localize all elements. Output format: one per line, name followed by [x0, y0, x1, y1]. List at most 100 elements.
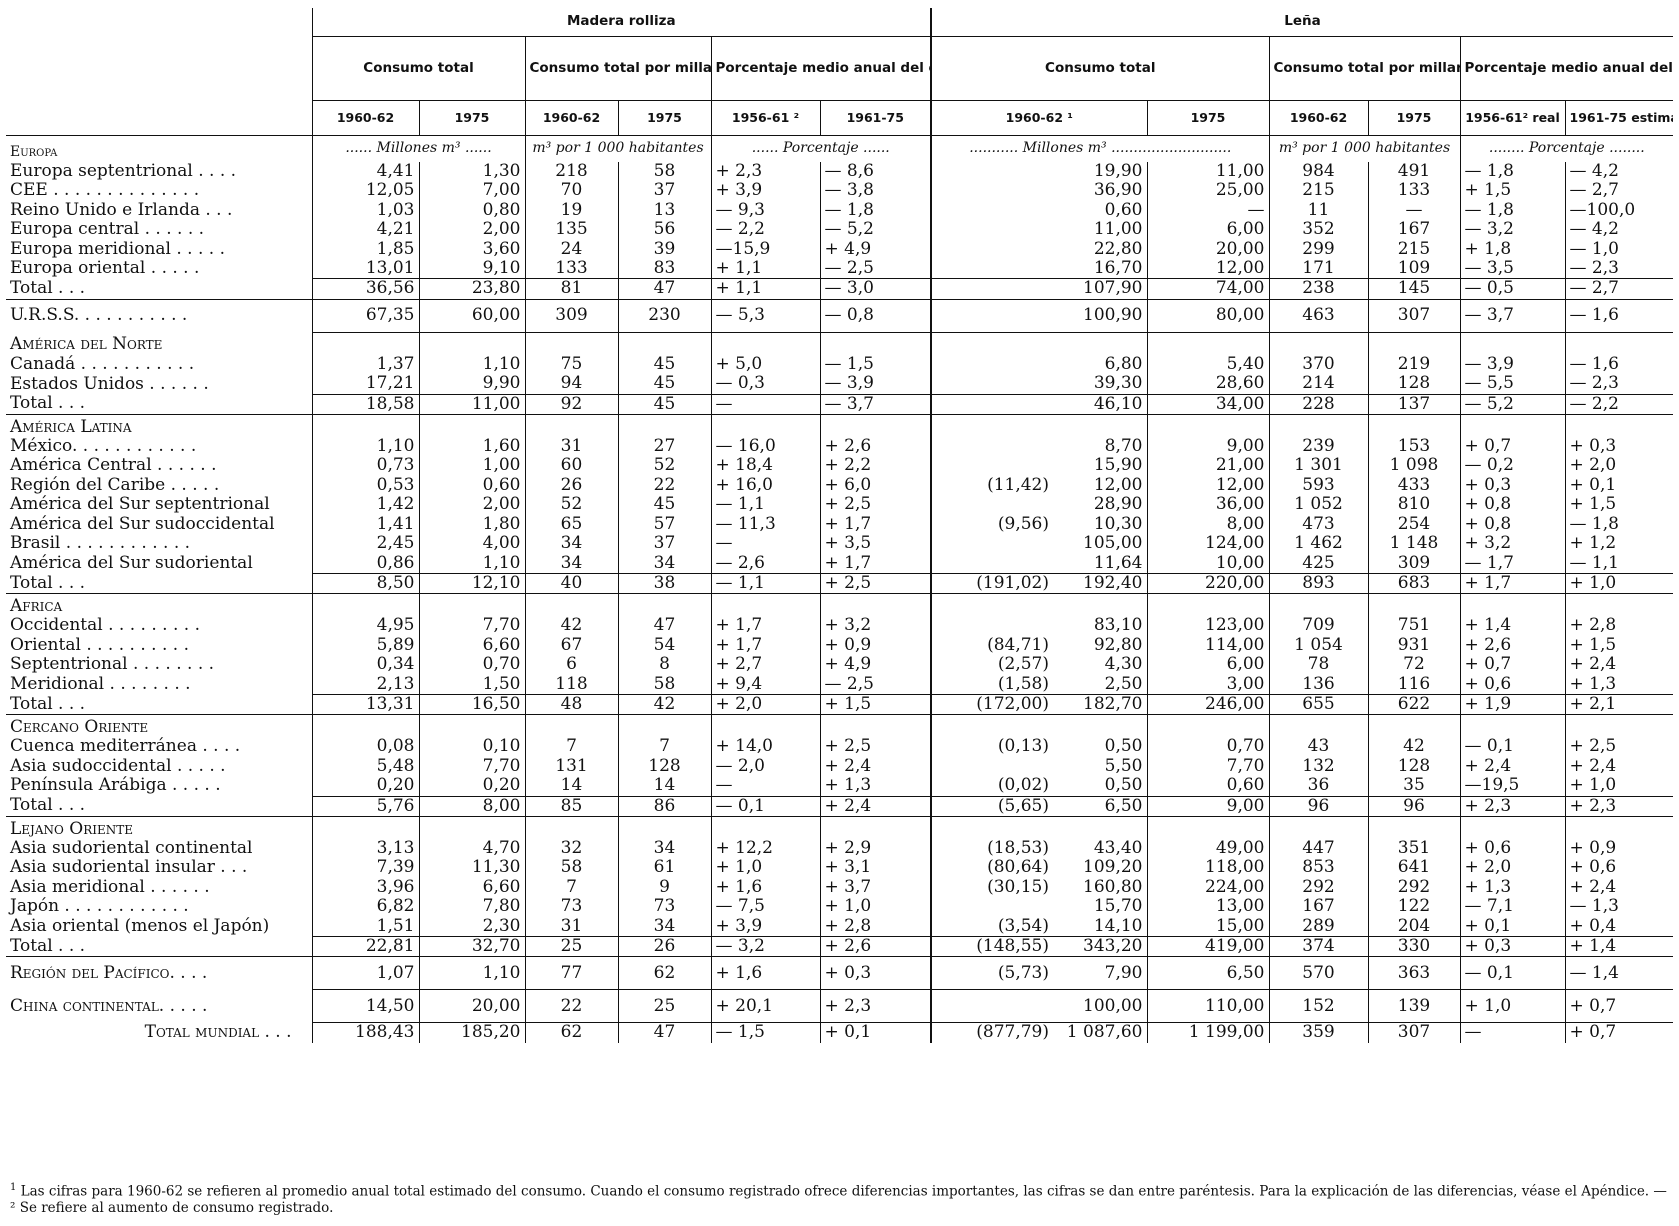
table-cell	[1268, 332, 1368, 355]
header-madera-millar: Consumo total por millar de habitantes	[524, 36, 711, 101]
table-cell: + 2,8	[819, 916, 931, 937]
table-cell: — 1,1	[710, 495, 820, 515]
table-cell: — 1,8	[1459, 162, 1565, 182]
table-cell	[930, 299, 1053, 333]
table-cell: 343,20	[1053, 935, 1147, 958]
table-cell: 38	[617, 572, 711, 595]
table-cell: 47	[617, 278, 711, 300]
table-cell: 73	[524, 897, 618, 917]
table-cell: 374	[1268, 935, 1368, 958]
row-label: Meridional . . . . . . . .	[10, 674, 191, 694]
table-cell: + 3,2	[1459, 534, 1565, 554]
table-row: Estados Unidos . . . . . . 17,21 9,90 94 45—…	[6, 374, 1674, 395]
table-cell: 139	[1367, 989, 1460, 1024]
table-cell: 47	[617, 616, 711, 636]
table-cell	[930, 393, 1053, 416]
table-cell	[418, 816, 525, 839]
table-cell	[418, 332, 525, 355]
table-cell: (172,00)	[930, 693, 1053, 716]
header-lena-consumo: Consumo total	[930, 36, 1269, 101]
table-cell: — 1,1	[710, 572, 820, 595]
table-cell: 7	[524, 737, 618, 757]
table-cell	[1564, 332, 1674, 355]
table-cell: — 7,1	[1459, 897, 1565, 917]
table-cell: 20,00	[1146, 239, 1269, 260]
table-cell: (18,53)	[930, 838, 1053, 859]
table-row: Oriental . . . . . . . . . . 5,89 6,60 67 54…	[6, 635, 1674, 656]
table-cell: 26	[617, 935, 711, 958]
table-cell	[617, 593, 711, 617]
unit-mill-lena: ........... Millones m³ ................…	[930, 135, 1269, 162]
table-cell: 2,00	[418, 220, 525, 240]
table-cell: 15,90	[1093, 456, 1143, 476]
table-row: Cuenca mediterránea . . . . 0,08 0,10 7 7 + 1…	[6, 737, 1674, 757]
table-cell: 307	[1367, 299, 1460, 333]
table-cell: 78	[1268, 655, 1368, 675]
row-label: América del Sur sudoriental	[10, 553, 253, 573]
table-cell: (84,71)	[930, 635, 1053, 656]
table-cell	[524, 816, 618, 839]
table-cell: — 1,3	[1564, 897, 1674, 917]
table-cell: 224,00	[1146, 877, 1269, 898]
table-cell: 18,58	[311, 393, 419, 416]
table-cell: 0,86	[311, 553, 419, 574]
table-cell	[710, 593, 820, 617]
table-cell: 6,82	[311, 897, 419, 917]
table-cell: 4,95	[311, 616, 419, 636]
table-cell: — 1,5	[819, 354, 931, 375]
row-label: Total . . .	[6, 936, 312, 958]
table-cell: 0,20	[418, 776, 525, 797]
table-cell: 28,60	[1146, 374, 1269, 395]
table-cell: 214	[1268, 374, 1368, 395]
table-cell: — 1,6	[1564, 354, 1674, 375]
table-cell: 114,00	[1146, 635, 1269, 656]
table-cell: + 0,3	[819, 956, 931, 991]
table-cell: 6,00	[1146, 655, 1269, 675]
table-cell: — 1,4	[1564, 956, 1674, 991]
table-cell: + 1,0	[1564, 776, 1674, 797]
table-cell: + 1,0	[1564, 572, 1674, 595]
table-cell: 239	[1268, 437, 1368, 457]
header-lena-porcentaje: Porcentaje medio anual del cambio en el …	[1459, 36, 1674, 101]
table-cell: + 18,4	[710, 456, 820, 476]
table-cell: — 1,0	[1564, 239, 1674, 260]
table-cell: 83,10	[1093, 616, 1143, 636]
table-cell: + 0,8	[1459, 514, 1565, 535]
table-cell: 0,53	[311, 475, 419, 496]
table-cell: 0,73	[311, 456, 419, 476]
table-cell: 0,08	[311, 737, 419, 757]
col-y2: 1975	[1367, 100, 1460, 136]
table-cell: + 2,2	[819, 456, 931, 476]
table-cell: 1 462	[1268, 534, 1368, 554]
table-cell: + 2,4	[1459, 756, 1565, 777]
table-cell	[930, 816, 1053, 839]
table-row: Europa oriental . . . . . 13,01 9,10 133 83 +…	[6, 259, 1674, 279]
table-cell: —100,0	[1564, 200, 1674, 221]
table-cell: + 2,5	[1564, 737, 1674, 757]
table-cell: 0,50	[1104, 776, 1143, 796]
table-cell: 1 087,60	[1053, 1022, 1147, 1043]
table-cell: (5,65)	[930, 795, 1053, 817]
table-cell	[311, 593, 419, 617]
table-cell	[930, 278, 1053, 300]
table-cell: 0,60	[418, 475, 525, 496]
table-cell: 31	[524, 437, 618, 457]
table-cell: — 4,2	[1564, 162, 1674, 182]
table-cell: 42	[617, 693, 711, 716]
total-row: Total . . . 18,58 11,00 92 45— — 3,7 46,10 34,0…	[6, 393, 1674, 416]
table-cell: + 6,0	[819, 475, 931, 496]
table-cell: 1,85	[311, 239, 419, 260]
table-cell	[1268, 414, 1368, 438]
table-cell: 24	[524, 239, 618, 260]
table-cell: + 14,0	[710, 737, 820, 757]
table-cell	[930, 593, 1053, 617]
row-label: México. . . . . . . . . . . .	[10, 437, 197, 457]
table-cell: 153	[1367, 437, 1460, 457]
table-cell: + 0,6	[1564, 858, 1674, 878]
table-cell: 70	[524, 181, 618, 201]
col-p2: 1961-75	[819, 100, 931, 136]
table-cell	[524, 332, 618, 355]
table-row: Asia sudoriental continental 3,13 4,70 32 34…	[6, 838, 1674, 859]
table-cell: 85	[524, 795, 618, 817]
table-cell: 1,37	[311, 354, 419, 375]
